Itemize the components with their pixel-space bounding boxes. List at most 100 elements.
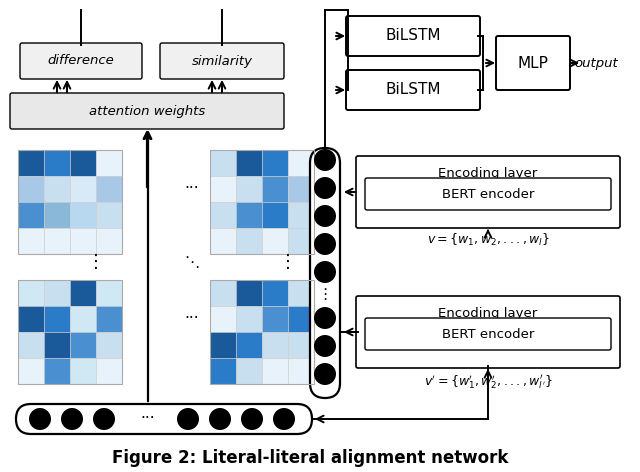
- FancyBboxPatch shape: [365, 178, 611, 210]
- Bar: [262, 202, 288, 228]
- Circle shape: [177, 408, 199, 430]
- Circle shape: [209, 408, 231, 430]
- Bar: [288, 228, 314, 254]
- Text: ···: ···: [185, 182, 199, 196]
- Bar: [18, 202, 44, 228]
- FancyBboxPatch shape: [16, 404, 312, 434]
- Text: Encoding layer: Encoding layer: [438, 307, 538, 320]
- FancyBboxPatch shape: [346, 70, 480, 110]
- Bar: [96, 306, 122, 332]
- FancyBboxPatch shape: [20, 43, 142, 79]
- Bar: [18, 176, 44, 202]
- Text: ⋮: ⋮: [279, 253, 297, 271]
- Circle shape: [314, 307, 336, 329]
- Bar: [96, 332, 122, 358]
- Text: ···: ···: [185, 312, 199, 327]
- Bar: [18, 280, 44, 306]
- Bar: [210, 176, 236, 202]
- Bar: [288, 150, 314, 176]
- Text: ⋮: ⋮: [317, 287, 333, 303]
- Bar: [18, 358, 44, 384]
- FancyBboxPatch shape: [10, 93, 284, 129]
- Text: BERT encoder: BERT encoder: [442, 187, 534, 201]
- FancyBboxPatch shape: [310, 148, 340, 398]
- Bar: [96, 228, 122, 254]
- Circle shape: [93, 408, 115, 430]
- Bar: [44, 176, 70, 202]
- Text: Encoding layer: Encoding layer: [438, 168, 538, 180]
- Bar: [96, 202, 122, 228]
- Circle shape: [241, 408, 263, 430]
- FancyBboxPatch shape: [160, 43, 284, 79]
- Bar: [210, 150, 236, 176]
- Text: ⋮: ⋮: [87, 253, 105, 271]
- Circle shape: [314, 363, 336, 385]
- Circle shape: [273, 408, 295, 430]
- Bar: [210, 280, 236, 306]
- Bar: [210, 280, 314, 384]
- Bar: [18, 332, 44, 358]
- Text: $v' = \{w_1', w_2', ..., w_{l'}'\}$: $v' = \{w_1', w_2', ..., w_{l'}'\}$: [424, 373, 552, 391]
- Circle shape: [314, 335, 336, 357]
- Bar: [236, 228, 262, 254]
- Bar: [70, 358, 96, 384]
- Bar: [70, 202, 96, 228]
- Bar: [70, 332, 96, 358]
- Text: similarity: similarity: [191, 54, 253, 67]
- Bar: [44, 332, 70, 358]
- Text: attention weights: attention weights: [89, 104, 205, 118]
- Bar: [18, 228, 44, 254]
- Bar: [210, 332, 236, 358]
- Bar: [288, 332, 314, 358]
- Bar: [70, 280, 96, 306]
- Bar: [210, 358, 236, 384]
- Bar: [236, 202, 262, 228]
- Bar: [44, 280, 70, 306]
- Bar: [262, 332, 288, 358]
- Bar: [18, 306, 44, 332]
- Bar: [96, 358, 122, 384]
- Bar: [236, 280, 262, 306]
- Bar: [44, 228, 70, 254]
- Bar: [262, 306, 288, 332]
- FancyBboxPatch shape: [356, 156, 620, 228]
- FancyBboxPatch shape: [356, 296, 620, 368]
- FancyBboxPatch shape: [496, 36, 570, 90]
- Text: Figure 2: Literal-literal alignment network: Figure 2: Literal-literal alignment netw…: [112, 449, 508, 467]
- Bar: [262, 150, 288, 176]
- Bar: [18, 150, 122, 254]
- Bar: [18, 280, 122, 384]
- Bar: [236, 306, 262, 332]
- Bar: [210, 306, 236, 332]
- Bar: [236, 150, 262, 176]
- Text: BiLSTM: BiLSTM: [385, 28, 441, 43]
- Bar: [70, 150, 96, 176]
- Circle shape: [314, 233, 336, 255]
- FancyBboxPatch shape: [346, 16, 480, 56]
- Text: MLP: MLP: [518, 56, 548, 70]
- Text: BiLSTM: BiLSTM: [385, 83, 441, 98]
- Circle shape: [314, 149, 336, 171]
- Bar: [96, 280, 122, 306]
- Bar: [262, 228, 288, 254]
- Bar: [262, 358, 288, 384]
- Bar: [288, 176, 314, 202]
- Text: BERT encoder: BERT encoder: [442, 328, 534, 340]
- Bar: [288, 280, 314, 306]
- Bar: [18, 150, 44, 176]
- Text: ⋱: ⋱: [184, 254, 200, 270]
- Bar: [44, 150, 70, 176]
- Bar: [96, 176, 122, 202]
- Bar: [96, 150, 122, 176]
- Text: difference: difference: [47, 54, 115, 67]
- FancyBboxPatch shape: [365, 318, 611, 350]
- Bar: [236, 176, 262, 202]
- Text: ···: ···: [141, 412, 156, 427]
- Bar: [210, 150, 314, 254]
- Circle shape: [61, 408, 83, 430]
- Bar: [70, 228, 96, 254]
- Bar: [288, 202, 314, 228]
- Bar: [44, 202, 70, 228]
- Circle shape: [314, 177, 336, 199]
- Bar: [70, 176, 96, 202]
